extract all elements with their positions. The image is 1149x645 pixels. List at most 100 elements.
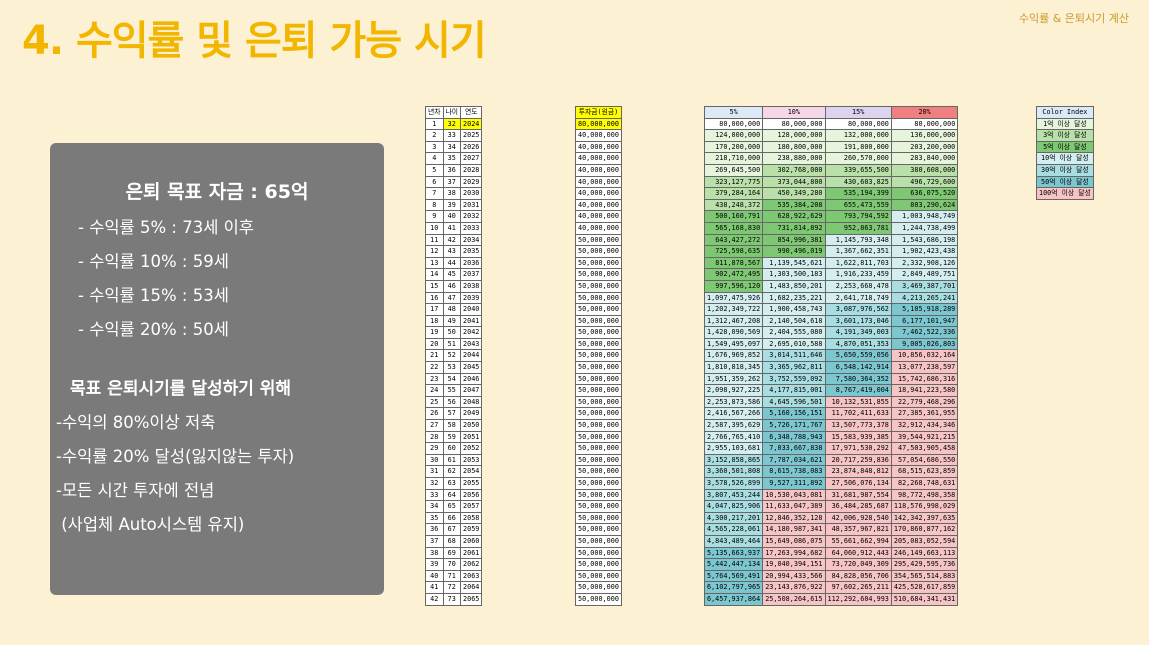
table-row: 35 66 2058 <box>425 511 483 525</box>
investment-cell: 40,000,000 <box>575 198 622 212</box>
table-row: 34 65 2057 <box>425 500 483 513</box>
table-row: 22 53 2045 <box>425 361 483 374</box>
table-row: 27 58 2050 <box>425 419 483 432</box>
age-cell: 60 <box>442 442 462 455</box>
return-20-cell: 510,684,341,431 <box>890 592 959 606</box>
table-row: 500,160,791 628,922,629 793,794,592 1,003,9… <box>703 210 959 223</box>
age-cell: 62 <box>442 465 462 478</box>
investment-cell: 50,000,000 <box>575 291 622 305</box>
table-row: 323,127,775 373,044,800 430,603,825 496,729… <box>703 175 959 189</box>
year-cell: 2033 <box>460 221 483 235</box>
table-row: 6,457,937,864 25,508,264,615 112,292,604,9… <box>703 592 959 606</box>
return-20-cell: 82,268,748,631 <box>890 477 959 490</box>
year-no-cell: 20 <box>425 337 444 351</box>
investment-cell: 40,000,000 <box>575 187 622 200</box>
table-row: 50,000,000 <box>575 303 622 316</box>
table-row: 26 57 2049 <box>425 407 483 421</box>
return-15-cell: 339,655,500 <box>824 163 892 177</box>
rate-line-10: - 수익률 10% : 59세 <box>78 252 229 271</box>
return-5-cell: 269,645,500 <box>703 163 764 177</box>
age-cell: 71 <box>442 569 462 583</box>
year-no-cell: 30 <box>425 453 444 467</box>
return-20-cell: 6,177,101,947 <box>890 314 959 328</box>
header-rate-5: 5% <box>703 106 764 119</box>
return-5-cell: 725,598,635 <box>703 245 764 258</box>
investment-cell: 50,000,000 <box>575 534 622 548</box>
color-index-label: 5억 이상 달성 <box>1036 140 1094 154</box>
year-no-cell: 3 <box>425 140 444 154</box>
return-15-cell: 4,870,051,353 <box>824 337 892 351</box>
return-5-cell: 1,202,349,722 <box>703 303 764 316</box>
table-row: 5,135,663,937 17,263,994,682 64,060,912,44… <box>703 546 959 560</box>
return-15-cell: 64,060,912,443 <box>824 546 892 560</box>
return-10-cell: 2,404,555,080 <box>762 326 826 339</box>
return-5-cell: 1,312,467,208 <box>703 314 764 328</box>
table-row: 50,000,000 <box>575 592 622 606</box>
return-5-cell: 1,676,969,852 <box>703 349 764 363</box>
table-row: 40,000,000 <box>575 140 622 154</box>
return-20-cell: 425,528,617,859 <box>890 581 959 594</box>
return-10-cell: 12,846,352,128 <box>762 511 826 525</box>
return-15-cell: 112,292,604,993 <box>824 592 892 606</box>
return-5-cell: 4,565,228,061 <box>703 523 764 536</box>
return-5-cell: 80,000,000 <box>703 117 764 131</box>
return-10-cell: 2,695,010,588 <box>762 337 826 351</box>
table-row: 2 33 2025 <box>425 129 483 142</box>
table-row: 50,000,000 <box>575 349 622 363</box>
table-row: 23 54 2046 <box>425 372 483 386</box>
header-age: 나이 <box>442 106 462 119</box>
return-10-cell: 1,483,850,201 <box>762 279 826 293</box>
return-15-cell: 36,484,285,687 <box>824 500 892 513</box>
return-20-cell: 354,565,514,883 <box>890 569 959 583</box>
investment-cell: 50,000,000 <box>575 407 622 421</box>
return-5-cell: 2,766,765,410 <box>703 430 764 444</box>
year-cell: 2056 <box>460 488 483 502</box>
table-row: 50,000,000 <box>575 569 622 583</box>
year-no-cell: 14 <box>425 268 444 281</box>
age-cell: 32 <box>442 117 462 131</box>
table-row: 50,000,000 <box>575 256 622 270</box>
table-row: 50,000,000 <box>575 477 622 490</box>
year-cell: 2065 <box>460 592 483 606</box>
return-15-cell: 73,720,049,309 <box>824 558 892 571</box>
age-cell: 65 <box>442 500 462 513</box>
investment-cell: 50,000,000 <box>575 361 622 374</box>
year-cell: 2048 <box>460 395 483 409</box>
table-row: 38 69 2061 <box>425 546 483 560</box>
return-5-cell: 438,248,372 <box>703 198 764 212</box>
year-cell: 2036 <box>460 256 483 270</box>
table-row: 40,000,000 <box>575 152 622 165</box>
table-row: 50,000,000 <box>575 407 622 421</box>
age-cell: 63 <box>442 477 462 490</box>
table-row: 30 61 2053 <box>425 453 483 467</box>
year-no-cell: 9 <box>425 210 444 223</box>
return-15-cell: 5,650,559,056 <box>824 349 892 363</box>
table-row: 37 68 2060 <box>425 534 483 548</box>
color-index-row: 30억 이상 달성 <box>1036 163 1094 177</box>
return-5-cell: 323,127,775 <box>703 175 764 189</box>
age-cell: 44 <box>442 256 462 270</box>
return-15-cell: 17,971,530,292 <box>824 442 892 455</box>
return-20-cell: 1,003,948,749 <box>890 210 959 223</box>
return-10-cell: 5,160,156,151 <box>762 407 826 421</box>
year-cell: 2055 <box>460 477 483 490</box>
investment-cell: 50,000,000 <box>575 419 622 432</box>
table-row: 2,416,567,266 5,160,156,151 11,702,411,633… <box>703 407 959 421</box>
table-row: 12 43 2035 <box>425 245 483 258</box>
return-15-cell: 793,794,592 <box>824 210 892 223</box>
table-row: 50,000,000 <box>575 245 622 258</box>
investment-cell: 50,000,000 <box>575 314 622 328</box>
return-10-cell: 19,040,394,151 <box>762 558 826 571</box>
return-15-cell: 80,000,000 <box>824 117 892 131</box>
table-row: 811,878,567 1,139,545,621 1,622,811,703 2,3… <box>703 256 959 270</box>
return-10-cell: 990,496,019 <box>762 245 826 258</box>
year-no-cell: 2 <box>425 129 444 142</box>
return-20-cell: 27,385,361,955 <box>890 407 959 421</box>
table-row: 50,000,000 <box>575 361 622 374</box>
investment-cell: 50,000,000 <box>575 349 622 363</box>
return-10-cell: 15,649,086,075 <box>762 534 826 548</box>
return-5-cell: 643,427,272 <box>703 233 764 247</box>
table-row: 1,676,969,852 3,014,511,646 5,650,559,056 1… <box>703 349 959 363</box>
age-cell: 56 <box>442 395 462 409</box>
table-row: 50,000,000 <box>575 546 622 560</box>
